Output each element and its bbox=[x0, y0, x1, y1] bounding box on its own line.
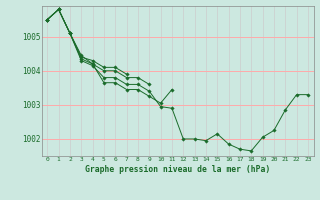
X-axis label: Graphe pression niveau de la mer (hPa): Graphe pression niveau de la mer (hPa) bbox=[85, 165, 270, 174]
